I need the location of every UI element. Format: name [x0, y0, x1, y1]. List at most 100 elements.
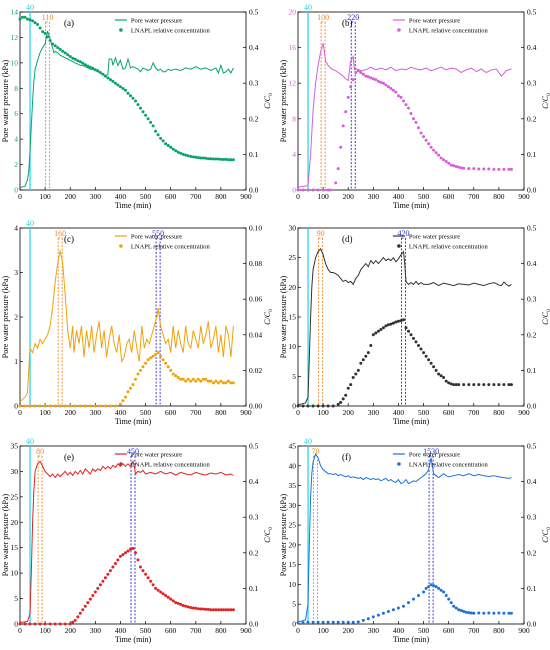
concentration-point [346, 620, 350, 624]
concentration-point [449, 382, 453, 386]
concentration-point [159, 136, 163, 140]
x-axis-label: Time (min) [393, 417, 430, 426]
x-tick-label: 0 [296, 626, 300, 635]
concentration-point [396, 94, 400, 98]
concentration-point [176, 376, 180, 379]
y-tick-label: 16 [289, 43, 297, 52]
concentration-point [141, 365, 145, 369]
concentration-point [56, 46, 60, 50]
concentration-point [179, 377, 183, 381]
concentration-point [174, 601, 178, 605]
concentration-point [444, 379, 448, 383]
concentration-point [28, 622, 32, 626]
pore-water-pressure-line [19, 459, 234, 623]
y-axis-label: Pore water pressure (kPa) [1, 275, 10, 358]
reference-line-label: 40 [304, 437, 312, 446]
concentration-point [134, 377, 137, 381]
concentration-point [316, 404, 320, 408]
y-tick-label: 0 [14, 620, 18, 629]
concentration-point [216, 381, 220, 385]
x-tick-label: 300 [368, 626, 380, 635]
concentration-point [151, 583, 155, 587]
legend-entry: LNAPL relative concentration [409, 462, 489, 469]
concentration-point [164, 142, 168, 146]
x-tick-label: 200 [65, 626, 77, 635]
concentration-point [83, 404, 87, 408]
concentration-point [231, 608, 235, 612]
concentration-point [432, 365, 436, 369]
x-tick-label: 800 [493, 626, 505, 635]
y-tick-label: 0 [14, 186, 18, 195]
legend-entry: LNAPL relative concentration [131, 28, 211, 35]
concentration-point [437, 372, 441, 376]
concentration-point [226, 608, 230, 612]
x-tick-label: 500 [418, 192, 430, 201]
concentration-point [53, 622, 57, 626]
concentration-point [116, 558, 120, 562]
concentration-point [449, 163, 453, 167]
concentration-point [149, 579, 153, 583]
concentration-point [396, 319, 400, 323]
concentration-point [204, 156, 208, 160]
y2-tick-label: 0.0 [249, 620, 259, 629]
y2-tick-label: 0.2 [249, 114, 259, 123]
concentration-point [356, 69, 360, 73]
y-axis-label: Pore water pressure (kPa) [1, 59, 10, 142]
x-axis-label: Time (min) [115, 417, 152, 426]
y-tick-label: 10 [289, 342, 297, 351]
legend-point-swatch [397, 28, 401, 32]
concentration-point [88, 404, 92, 408]
legend-entry: Pore water pressure [409, 18, 460, 25]
concentration-point [58, 47, 62, 51]
y2-tick-label: 0.10 [249, 224, 262, 233]
concentration-point [179, 602, 183, 606]
concentration-point [371, 77, 375, 81]
x-tick-label: 700 [468, 408, 480, 417]
panel-label: (b) [342, 18, 353, 28]
x-tick-label: 200 [65, 192, 77, 201]
concentration-point [154, 129, 158, 133]
concentration-point [326, 188, 330, 192]
concentration-point [206, 607, 210, 611]
y2-tick-label: 0.3 [527, 79, 537, 88]
concentration-point [427, 585, 431, 589]
concentration-point [381, 326, 385, 330]
concentration-point [129, 547, 132, 551]
concentration-point [454, 606, 458, 610]
y2-tick-label: 0.3 [527, 295, 537, 304]
concentration-point [361, 72, 365, 76]
concentration-point [354, 372, 358, 376]
concentration-point [369, 76, 373, 80]
plot-frame [19, 227, 247, 407]
concentration-point [349, 85, 353, 89]
x-tick-label: 100 [317, 192, 329, 201]
x-tick-label: 400 [115, 408, 127, 417]
concentration-point [477, 383, 481, 387]
concentration-point [199, 379, 203, 383]
y-axis-label: Pore water pressure (kPa) [1, 493, 10, 576]
y2-tick-label: 0.2 [249, 548, 259, 557]
x-axis-label: Time (min) [393, 635, 430, 644]
x-tick-label: 400 [115, 626, 127, 635]
concentration-point [121, 553, 125, 557]
concentration-point [354, 71, 358, 74]
concentration-point [412, 117, 415, 121]
concentration-point [191, 155, 195, 159]
concentration-point [144, 113, 148, 117]
concentration-point [477, 167, 481, 171]
concentration-point [63, 51, 67, 55]
concentration-point [394, 320, 398, 324]
concentration-point [171, 372, 175, 376]
concentration-point [229, 381, 233, 385]
concentration-point [394, 90, 398, 94]
y-tick-label: 30 [289, 501, 297, 510]
concentration-point [439, 374, 443, 378]
concentration-point [189, 606, 193, 610]
concentration-point [454, 165, 458, 168]
y2-tick-label: 0.1 [527, 150, 537, 159]
concentration-point [38, 26, 42, 30]
concentration-point [434, 368, 438, 372]
concentration-point [509, 611, 513, 615]
concentration-point [449, 601, 453, 605]
concentration-point [339, 145, 343, 149]
